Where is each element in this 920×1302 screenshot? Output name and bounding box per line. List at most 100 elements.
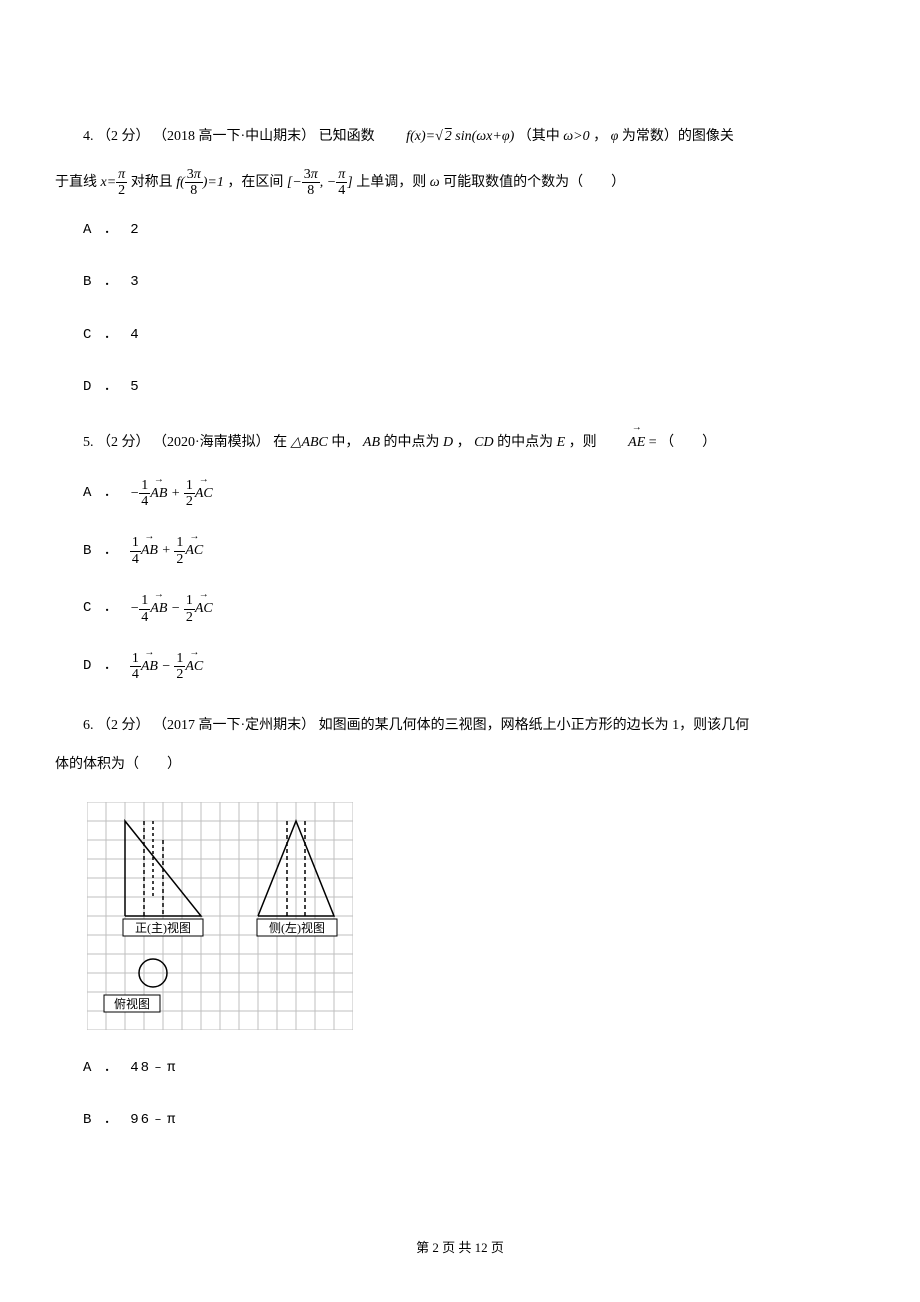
vec-ab-b: AB (141, 538, 158, 563)
q5-opt-d-label: D ． (83, 654, 120, 679)
q4-fval: f(3π8)=1 (176, 166, 224, 200)
top-label: 俯视图 (114, 996, 150, 1011)
minus-sign-d: − (161, 659, 170, 674)
q5-opt-d-row: D ． 14AB − 12AC (83, 651, 865, 683)
q4-formula-main: f(x)=√2 sin(ωx+φ) (378, 120, 514, 154)
plus-sign: + (171, 486, 180, 501)
q6-number: 6. (83, 718, 94, 733)
q4-number: 4. (83, 129, 94, 144)
ac-text-b: AC (185, 543, 203, 558)
q6-stem-b: 体的体积为（ ） (55, 757, 181, 772)
q4-points: （2 分） (97, 129, 150, 144)
q4-text-mid3: 为常数）的图像关 (622, 129, 734, 144)
q4-options: A ． 2 B ． 3 C ． 4 D ． 5 (83, 217, 865, 400)
num-1f: 1 (184, 593, 195, 609)
num-1: 1 (139, 478, 150, 494)
num-1h: 1 (174, 651, 185, 667)
q5-opt-b-expr: 14AB + 12AC (130, 535, 203, 567)
den-2: 2 (184, 494, 195, 509)
q5-opt-a-label: A ． (83, 481, 120, 506)
q4-opt-b: B ． 3 (83, 274, 141, 290)
ab-text-b: AB (141, 543, 158, 558)
q5-cd: CD (474, 435, 493, 450)
num-1c: 1 (130, 535, 141, 551)
num-1d: 1 (174, 535, 185, 551)
q4-line2-end: 可能取数值的个数为（ ） (443, 175, 625, 190)
vec-ab: AB (150, 481, 167, 506)
ab-text: AB (150, 486, 167, 501)
den-2c: 2 (184, 610, 195, 625)
minus-sign-c: − (130, 601, 139, 616)
q4-sym-line: x=π2 (101, 166, 128, 200)
q5-pre: 在 (273, 435, 291, 450)
vec-ab-c: AB (150, 596, 167, 621)
q5-stem: 5. （2 分） （2020·海南模拟） 在 △ABC 中， AB 的中点为 D… (55, 426, 865, 460)
q5-mid1: 中， (331, 435, 363, 450)
q4-source: （2018 高一下·中山期末） (153, 129, 315, 144)
q4-cond1: ω>0 (563, 129, 589, 144)
q5-options: A ． −14AB + 12AC B ． 14AB + 12AC C ． −14… (83, 478, 865, 683)
q4-line2-pre: 于直线 (55, 175, 101, 190)
q5-e: E (557, 435, 566, 450)
q6-stem-line1: 6. （2 分） （2017 高一下·定州期末） 如图画的某几何体的三视图，网格… (55, 709, 865, 743)
plus-sign-b: + (161, 543, 170, 558)
q5-opt-c-expr: −14AB − 12AC (130, 593, 213, 625)
q4-opt-d: D ． 5 (83, 379, 141, 395)
q5-points: （2 分） (97, 435, 150, 450)
vec-ac-b: AC (185, 538, 203, 563)
q6-opt-b: B ． 96﹣π (83, 1112, 177, 1128)
den-4c: 4 (139, 610, 150, 625)
q5-opt-b-label: B ． (83, 539, 120, 564)
ac-text: AC (195, 486, 213, 501)
den-4b: 4 (130, 552, 141, 567)
q5-number: 5. (83, 435, 94, 450)
q6-stem-a: 如图画的某几何体的三视图，网格纸上小正方形的边长为 1，则该几何 (319, 718, 750, 733)
vec-ac: AC (195, 481, 213, 506)
q4-line2-mid1: 对称且 (131, 175, 177, 190)
den-2b: 2 (174, 552, 185, 567)
q5-end: = （ ） (649, 435, 716, 450)
q4-line2-mid3: 上单调，则 (356, 175, 430, 190)
den-4: 4 (139, 494, 150, 509)
q5-d: D (443, 435, 453, 450)
ab-text-c: AB (150, 601, 167, 616)
side-label: 侧(左)视图 (269, 920, 325, 935)
q5-source: （2020·海南模拟） (153, 435, 270, 450)
q4-omega: ω (430, 175, 440, 190)
q5-ab: AB (363, 435, 380, 450)
vec-ac-c: AC (195, 596, 213, 621)
q5-mid4: 的中点为 (497, 435, 557, 450)
vec-ac-d: AC (185, 654, 203, 679)
num-1b: 1 (184, 478, 195, 494)
q5-opt-a-expr: −14AB + 12AC (130, 478, 213, 510)
footer-mid: 页 共 (439, 1240, 475, 1255)
page-footer: 第 2 页 共 12 页 (0, 1237, 920, 1256)
q6-points: （2 分） (97, 718, 150, 733)
footer-prefix: 第 (416, 1240, 432, 1255)
q4-stem-line2: 于直线 x=π2 对称且 f(3π8)=1 ，在区间 [−3π8, −π4] 上… (55, 166, 865, 200)
q5-opt-c-label: C ． (83, 596, 120, 621)
q4-cond2: φ (611, 129, 619, 144)
den-4d: 4 (130, 667, 141, 682)
footer-suffix: 页 (488, 1240, 504, 1255)
q5-mid2: 的中点为 (384, 435, 444, 450)
num-1g: 1 (130, 651, 141, 667)
q5-opt-a-row: A ． −14AB + 12AC (83, 478, 865, 510)
q4-opt-a: A ． 2 (83, 222, 141, 238)
num-1e: 1 (139, 593, 150, 609)
q4-stem-line1: 4. （2 分） （2018 高一下·中山期末） 已知函数 f(x)=√2 si… (55, 120, 865, 154)
q4-text-pre: 已知函数 (319, 129, 379, 144)
ab-text-d: AB (141, 659, 158, 674)
q5-triangle: △ABC (291, 435, 328, 450)
footer-total: 12 (475, 1240, 488, 1255)
q6-options: A ． 48﹣π B ． 96﹣π (83, 1055, 865, 1133)
q4-opt-c: C ． 4 (83, 327, 141, 343)
vec-ab-d: AB (141, 654, 158, 679)
q4-text-mid1: （其中 (518, 129, 564, 144)
q5-mid5: ，则 (569, 435, 601, 450)
q5-opt-b-row: B ． 14AB + 12AC (83, 535, 865, 567)
q6-diagram: 正(主)视图 侧(左)视图 俯视图 (87, 802, 865, 1035)
den-2d: 2 (174, 667, 185, 682)
q6-source: （2017 高一下·定州期末） (153, 718, 315, 733)
ac-text-d: AC (185, 659, 203, 674)
